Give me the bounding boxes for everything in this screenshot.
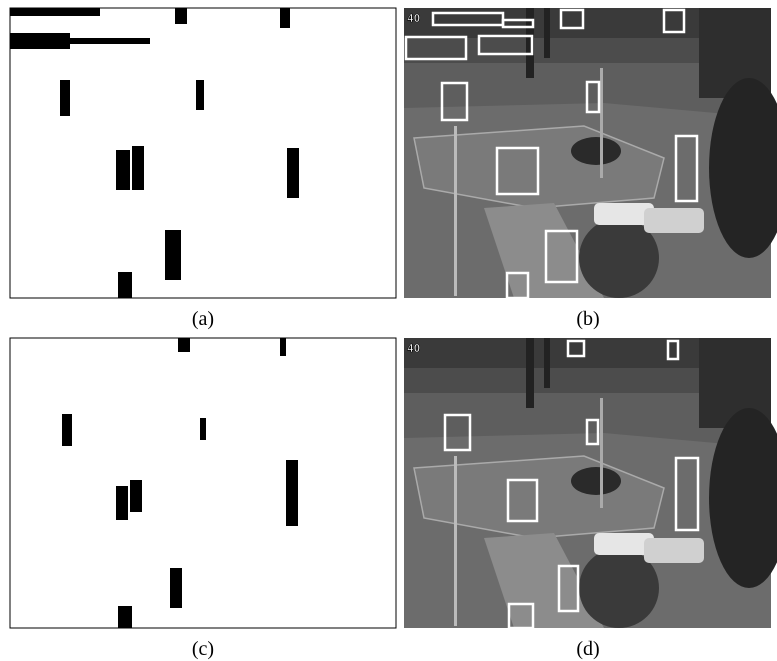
mask-panel-c: [10, 338, 396, 628]
frame-panel-d: 40: [404, 338, 777, 628]
figure: (a) 40 (b) (c) 40: [0, 0, 777, 661]
caption: (c): [192, 638, 214, 660]
caption: (a): [192, 308, 214, 330]
frame-label: 40: [407, 342, 420, 355]
caption: (b): [576, 308, 599, 330]
frame-label: 40: [407, 12, 420, 25]
mask-panel-a: [10, 8, 396, 298]
caption: (d): [576, 638, 599, 660]
frame-panel-b: 40: [404, 8, 777, 298]
